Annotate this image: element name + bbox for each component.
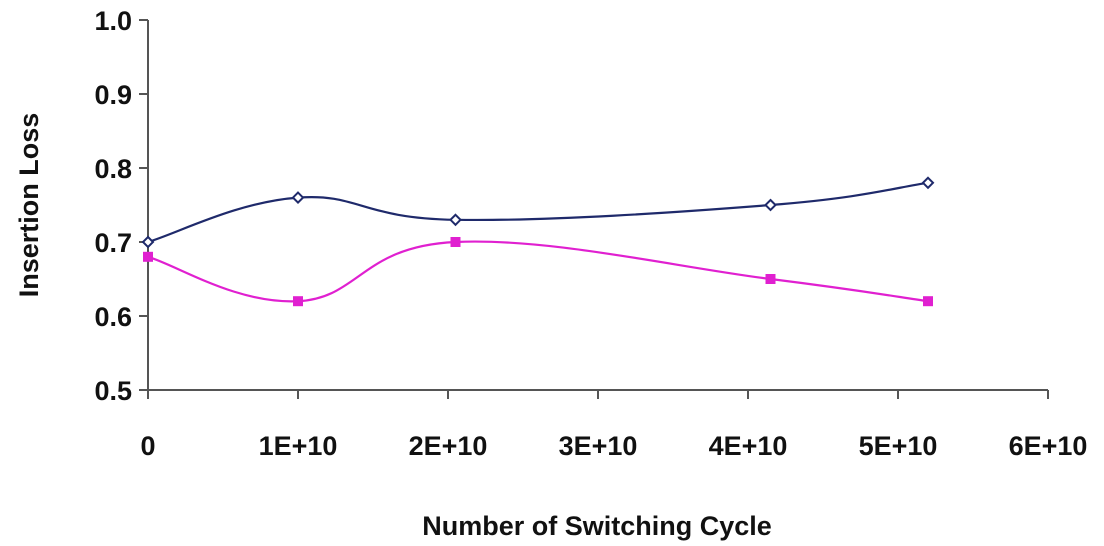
data-point-square [923, 296, 933, 307]
y-tick-label: 0.9 [94, 80, 132, 110]
y-tick-label: 1.0 [94, 6, 132, 36]
y-axis-title: Insertion Loss [14, 113, 44, 298]
x-tick-label: 5E+10 [859, 431, 938, 461]
data-point-square [293, 296, 303, 307]
y-tick-label: 0.6 [94, 302, 132, 332]
series-line [147, 181, 929, 244]
tick-labels: 0.5 0.6 0.7 0.8 0.9 1.0 0 1E+10 2E+10 3E+10 4E+10 5… [94, 6, 1087, 461]
data-point-square [143, 251, 153, 262]
x-tick-label: 6E+10 [1009, 431, 1088, 461]
data-point-square [450, 237, 461, 247]
x-tick-label: 4E+10 [709, 431, 788, 461]
data-point-diamond [141, 235, 155, 249]
series-line [147, 240, 929, 303]
data-point-diamond [291, 191, 305, 205]
x-tick-label: 1E+10 [259, 431, 338, 461]
data-point-diamond [764, 198, 777, 212]
axes [139, 19, 1049, 399]
x-tick-label: 0 [140, 431, 155, 461]
y-tick-label: 0.8 [94, 154, 132, 184]
data-series [141, 176, 935, 307]
data-point-square [765, 274, 776, 284]
series-2 [143, 237, 933, 307]
x-tick-label: 2E+10 [409, 431, 488, 461]
x-axis-title: Number of Switching Cycle [422, 511, 772, 541]
data-point-diamond [921, 176, 935, 190]
x-tick-label: 3E+10 [559, 431, 638, 461]
series-1 [141, 176, 935, 249]
y-tick-label: 0.7 [94, 228, 132, 258]
data-point-diamond [449, 213, 462, 227]
y-tick-label: 0.5 [94, 376, 132, 406]
